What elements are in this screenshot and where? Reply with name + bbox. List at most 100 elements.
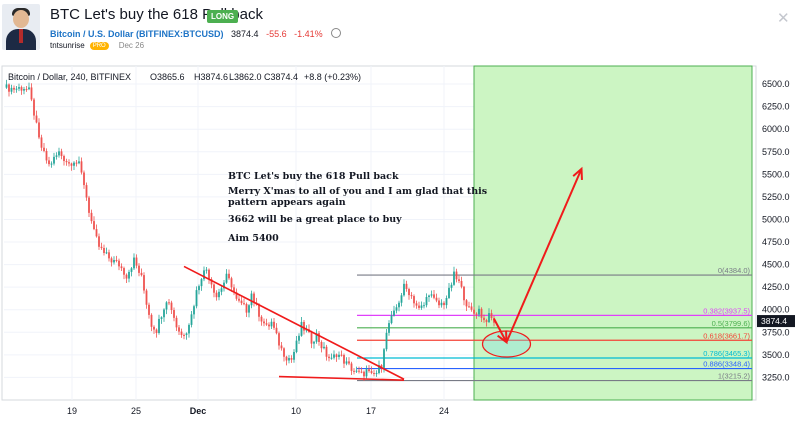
candle-body: [253, 293, 255, 303]
candle-body: [133, 257, 135, 269]
candle-body: [403, 283, 405, 296]
candle-body: [488, 313, 490, 323]
candle-body: [58, 151, 60, 156]
candle-body: [365, 369, 368, 377]
candle-body: [218, 291, 220, 298]
candle-body: [270, 321, 273, 327]
candle-body: [140, 272, 143, 276]
price-change: -55.6: [266, 29, 287, 39]
candle-body: [108, 252, 110, 259]
projection-up-line: [505, 168, 583, 343]
candle-body: [168, 302, 170, 304]
y-tick-label: 4000.0: [762, 305, 790, 315]
candle-body: [33, 99, 35, 116]
candle-body: [463, 286, 465, 301]
candle-body: [405, 283, 408, 290]
candle-body: [145, 290, 148, 305]
fib-label: 0.786(3465.3): [703, 349, 750, 358]
candle-body: [345, 361, 348, 364]
candle-body: [438, 300, 440, 306]
fib-label: 0.5(3799.6): [712, 319, 751, 328]
candle-body: [353, 370, 355, 372]
candle-body: [63, 156, 65, 162]
candle-body: [110, 258, 113, 263]
candle-body: [98, 236, 100, 247]
candle-body: [283, 348, 285, 357]
ohlc-low: L3862.0: [229, 72, 262, 82]
symbol-link[interactable]: Bitcoin / U.S. Dollar (BITFINEX:BTCUSD): [50, 29, 224, 39]
ohlc-close: C3874.4: [264, 72, 298, 82]
candle-body: [183, 334, 185, 336]
candle-body: [385, 332, 388, 350]
candle-body: [343, 355, 345, 364]
y-tick-label: 5500.0: [762, 169, 790, 179]
candle-body: [275, 327, 278, 334]
candle-body: [413, 296, 415, 304]
candle-body: [418, 305, 420, 308]
candle-body: [358, 370, 360, 372]
candle-body: [158, 318, 160, 333]
candle-body: [238, 298, 240, 301]
candle-body: [148, 304, 150, 315]
candle-body: [210, 279, 213, 285]
candle-body: [15, 88, 18, 90]
candle-body: [360, 371, 363, 373]
candle-body: [300, 321, 303, 336]
candle-body: [223, 282, 225, 289]
candle-body: [368, 369, 370, 372]
candle-body: [243, 303, 245, 305]
candle-body: [450, 284, 453, 288]
candle-body: [80, 161, 83, 173]
candle-body: [260, 316, 263, 322]
candle-body: [273, 321, 275, 328]
candle-body: [355, 370, 358, 372]
current-price: 3874.4: [231, 29, 259, 39]
candle-body: [160, 317, 163, 319]
y-tick-label: 3250.0: [762, 372, 790, 382]
candle-body: [303, 321, 305, 331]
candle-body: [295, 340, 298, 352]
candle-body: [378, 365, 380, 374]
candle-body: [485, 320, 488, 323]
candle-body: [420, 305, 423, 308]
candle-body: [443, 302, 445, 306]
candle-body: [205, 269, 208, 271]
candle-body: [280, 345, 283, 349]
candle-body: [138, 265, 140, 273]
candle-body: [323, 346, 325, 349]
author-name[interactable]: tntsunrise: [50, 41, 85, 50]
author-line: tntsunrise PRO Dec 26: [50, 41, 144, 50]
candle-body: [100, 246, 103, 248]
candle-body: [490, 313, 493, 318]
symbol-line: Bitcoin / U.S. Dollar (BITFINEX:BTCUSD) …: [50, 28, 342, 39]
candle-body: [128, 271, 130, 279]
candle-body: [410, 295, 413, 297]
candle-body: [430, 294, 433, 296]
candle-body: [130, 268, 133, 272]
candle-body: [70, 163, 73, 166]
candle-body: [278, 333, 280, 346]
candle-body: [395, 307, 398, 311]
candle-body: [460, 281, 463, 287]
candle-body: [180, 331, 183, 335]
candle-body: [475, 313, 478, 315]
candle-body: [28, 87, 30, 90]
candle-body: [198, 286, 200, 291]
candle-body: [153, 326, 155, 330]
candle-body: [10, 87, 13, 92]
candle-body: [18, 87, 20, 89]
candle-body: [455, 271, 458, 280]
candle-body: [105, 252, 108, 254]
y-tick-label: 5250.0: [762, 192, 790, 202]
candle-body: [88, 197, 90, 213]
candle-body: [453, 271, 455, 285]
x-tick-label: 25: [131, 406, 141, 416]
candle-body: [318, 333, 320, 342]
candle-body: [448, 287, 450, 298]
candle-body: [363, 371, 365, 377]
close-icon[interactable]: ✕: [777, 10, 790, 27]
candle-body: [208, 269, 210, 280]
candle-body: [398, 302, 400, 308]
author-avatar[interactable]: [2, 4, 40, 50]
